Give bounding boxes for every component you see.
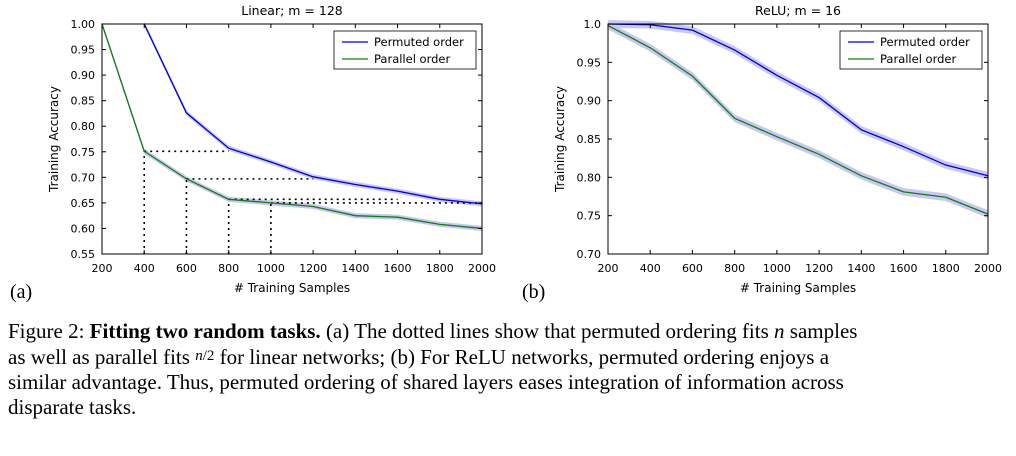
chart-a-legend-label-2: Parallel order (374, 52, 450, 66)
chart-b-xtick-label: 1200 (805, 262, 833, 275)
chart-b-legend-label-2: Parallel order (880, 52, 956, 66)
caption-line1-tail: samples (784, 319, 858, 343)
chart-a-ytick-label: 0.90 (71, 69, 96, 82)
chart-a-line-parallel-order (101, 23, 483, 230)
panel-a-tag: (a) (10, 281, 32, 303)
chart-b-xtick-label: 800 (724, 262, 745, 275)
chart-a-xtick-label: 1800 (426, 262, 454, 275)
chart-b-xlabel: # Training Samples (740, 281, 856, 295)
chart-a-ytick-label: 0.85 (71, 95, 96, 108)
chart-a-ylabel: Training Accuracy (47, 86, 61, 193)
figure-canvas: Linear; m = 128 200 400 600 800 1000 1200 1400… (10, 3, 1002, 303)
chart-b-xtick-label: 200 (598, 262, 619, 275)
chart-b-line-parallel-order (607, 24, 989, 215)
chart-b-plot: 200 400 600 800 1000 1200 1400 1600 1800 2000 0.70… (577, 18, 1003, 275)
panel-b-chart: ReLU; m = 16 200 400 600 800 1000 1200 1400 160… (522, 3, 1002, 303)
chart-a-xtick-label: 1200 (299, 262, 327, 275)
chart-b-xtick-label: 2000 (974, 262, 1002, 275)
chart-b-ytick-label: 0.85 (577, 133, 602, 146)
chart-b-xtick-label: 600 (682, 262, 703, 275)
chart-a-plot: 200 400 600 800 1000 1200 1400 1600 1800 2000 0.55… (71, 18, 497, 275)
chart-a-ytick-label: 0.55 (71, 248, 96, 261)
caption-line-4: disparate tasks. (8, 395, 137, 419)
chart-b-xtick-label: 1600 (890, 262, 918, 275)
caption-frac-slash: / (202, 348, 207, 364)
caption-var-n: n (774, 319, 785, 343)
chart-a-legend (333, 30, 477, 70)
caption-line-2: as well as parallel fits n/2 for linear … (8, 344, 1012, 370)
chart-b-ytick-label: 0.75 (577, 210, 602, 223)
caption-frac-num: n (195, 348, 203, 364)
chart-a-xtick-label: 400 (134, 262, 155, 275)
chart-a-ytick-label: 0.60 (71, 222, 96, 235)
chart-b-ylabel: Training Accuracy (553, 86, 567, 193)
chart-b-line-permuted-order (607, 23, 989, 177)
caption-line1-text: (a) The dotted lines show that permuted … (325, 319, 775, 343)
caption-line-3: similar advantage. Thus, permuted orderi… (8, 370, 844, 394)
chart-a-ytick-label: 0.75 (71, 146, 96, 159)
chart-b-title: ReLU; m = 16 (755, 3, 841, 18)
chart-a-ytick-label: 0.95 (71, 44, 96, 57)
chart-b-legend (839, 30, 983, 70)
chart-b-xtick-label: 1000 (763, 262, 791, 275)
chart-a-xlabel: # Training Samples (234, 281, 350, 295)
chart-a-ytick-label: 0.65 (71, 197, 96, 210)
caption-figure-label: Figure 2: (8, 319, 85, 343)
chart-b-ytick-label: 0.95 (577, 56, 602, 69)
chart-a-frame (101, 23, 483, 255)
chart-a-xtick-label: 1400 (341, 262, 369, 275)
chart-a-xtick-label: 1600 (384, 262, 412, 275)
caption-line2-tail: for linear networks; (b) For ReLU networ… (214, 345, 830, 369)
chart-b-xtick-label: 1800 (932, 262, 960, 275)
chart-a-xtick-label: 2000 (468, 262, 496, 275)
chart-a-ytick-label: 0.70 (71, 171, 96, 184)
chart-b-ytick-label: 1.0 (584, 18, 602, 31)
chart-a-ytick-label: 0.80 (71, 120, 96, 133)
caption-bold-title: Fitting two random tasks. (89, 319, 321, 343)
chart-b-band-1 (608, 20, 988, 180)
chart-b-legend-label-1: Permuted order (880, 35, 970, 49)
chart-a-xtick-label: 800 (218, 262, 239, 275)
panel-a-chart: Linear; m = 128 200 400 600 800 1000 1200 1400… (10, 3, 496, 303)
figure-caption: Figure 2: Fitting two random tasks. (a) … (8, 319, 1012, 420)
chart-a-legend-label-1: Permuted order (374, 35, 464, 49)
chart-b-xtick-label: 1400 (847, 262, 875, 275)
caption-fraction: n/2 (195, 348, 214, 364)
chart-b-xtick-label: 400 (640, 262, 661, 275)
caption-line2-head: as well as parallel fits (8, 345, 196, 369)
chart-b-ytick-label: 0.90 (577, 95, 602, 108)
caption-line-1: Figure 2: Fitting two random tasks. (a) … (8, 319, 1012, 344)
chart-a-xtick-label: 200 (92, 262, 113, 275)
chart-a-title: Linear; m = 128 (241, 3, 343, 18)
panel-b-tag: (b) (522, 281, 545, 303)
chart-b-ytick-label: 0.80 (577, 171, 602, 184)
chart-a-xtick-label: 600 (176, 262, 197, 275)
chart-a-ytick-label: 1.00 (71, 18, 96, 31)
chart-b-ytick-label: 0.70 (577, 248, 602, 261)
chart-a-xtick-label: 1000 (257, 262, 285, 275)
chart-a-line-permuted-order (143, 23, 483, 205)
caption-frac-den: 2 (206, 348, 215, 364)
